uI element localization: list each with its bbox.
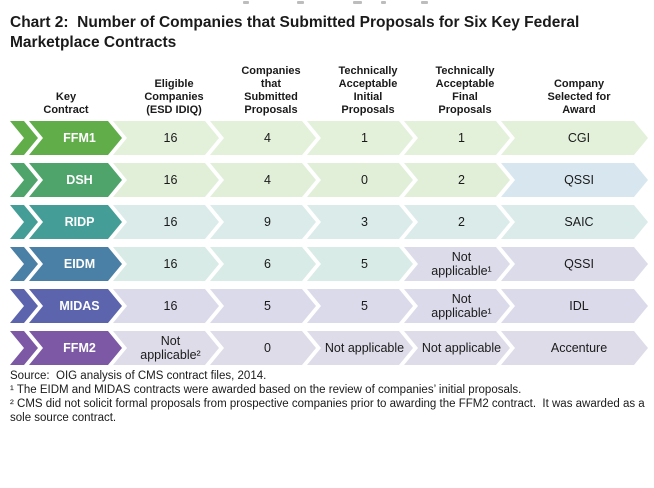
cell-initial: Not applicable	[307, 331, 413, 365]
footnote-1: ¹ The EIDM and MIDAS contracts were awar…	[10, 384, 522, 396]
column-header-company-selected: Company Selected for Award	[547, 78, 611, 116]
cell-initial: 3	[307, 205, 413, 239]
cell-final: Not applicable	[404, 331, 510, 365]
cell-eligible: Not applicable²	[113, 331, 219, 365]
contract-label: FFM1	[63, 131, 96, 145]
contract-label: DSH	[66, 173, 93, 187]
contract-arrow: EIDM	[29, 247, 122, 281]
contract-arrow: FFM1	[29, 121, 122, 155]
cell-eligible: 16	[113, 163, 219, 197]
cell-submitted: 9	[210, 205, 316, 239]
table-row-dsh: DSH 16 4 0 2 QSSI	[0, 163, 654, 197]
table-row-ffm1: FFM1 16 4 1 1 CGI	[0, 121, 654, 155]
column-header-acceptable-initial: Technically Acceptable Initial Proposals	[338, 65, 398, 116]
cell-eligible: 16	[113, 205, 219, 239]
cell-submitted: 5	[210, 289, 316, 323]
table-row-midas: MIDAS 16 5 5 Not applicable¹ IDL	[0, 289, 654, 323]
cell-eligible: 16	[113, 247, 219, 281]
contract-arrow: DSH	[29, 163, 122, 197]
cell-award: Accenture	[501, 331, 648, 365]
cell-eligible: 16	[113, 289, 219, 323]
table-row-eidm: EIDM 16 6 5 Not applicable¹ QSSI	[0, 247, 654, 281]
column-header-submitted-proposals: Companies that Submitted Proposals	[241, 65, 301, 116]
cell-submitted: 0	[210, 331, 316, 365]
column-header-acceptable-final: Technically Acceptable Final Proposals	[435, 65, 495, 116]
cell-initial: 5	[307, 289, 413, 323]
column-header-eligible-companies: Eligible Companies (ESD IDIQ)	[144, 78, 204, 116]
contract-arrow: FFM2	[29, 331, 122, 365]
cell-initial: 1	[307, 121, 413, 155]
cell-award: QSSI	[501, 163, 648, 197]
chart-title: Chart 2: Number of Companies that Submit…	[10, 14, 584, 51]
cell-award: QSSI	[501, 247, 648, 281]
cell-award: CGI	[501, 121, 648, 155]
contract-label: MIDAS	[59, 299, 100, 313]
footer-notes: Source: OIG analysis of CMS contract fil…	[10, 369, 650, 425]
table-row-ffm2: FFM2 Not applicable² 0 Not applicable No…	[0, 331, 654, 365]
cell-submitted: 4	[210, 163, 316, 197]
contract-label: FFM2	[63, 341, 96, 355]
cell-initial: 0	[307, 163, 413, 197]
footnote-2: ² CMS did not solicit formal proposals f…	[10, 398, 648, 424]
cell-award: IDL	[501, 289, 648, 323]
cell-award: SAIC	[501, 205, 648, 239]
contract-arrow: MIDAS	[29, 289, 122, 323]
clipped-text-artifact	[235, 1, 445, 5]
cell-eligible: 16	[113, 121, 219, 155]
source-note: Source: OIG analysis of CMS contract fil…	[10, 370, 267, 382]
contract-label: RIDP	[64, 215, 95, 229]
contract-label: EIDM	[63, 257, 96, 271]
cell-initial: 5	[307, 247, 413, 281]
cell-submitted: 4	[210, 121, 316, 155]
cell-final: Not applicable¹	[404, 289, 510, 323]
cell-submitted: 6	[210, 247, 316, 281]
cell-final: 2	[404, 205, 510, 239]
table-row-ridp: RIDP 16 9 3 2 SAIC	[0, 205, 654, 239]
cell-final: 1	[404, 121, 510, 155]
contract-arrow: RIDP	[29, 205, 122, 239]
column-header-key-contract: Key Contract	[43, 91, 89, 116]
cell-final: Not applicable¹	[404, 247, 510, 281]
cell-final: 2	[404, 163, 510, 197]
